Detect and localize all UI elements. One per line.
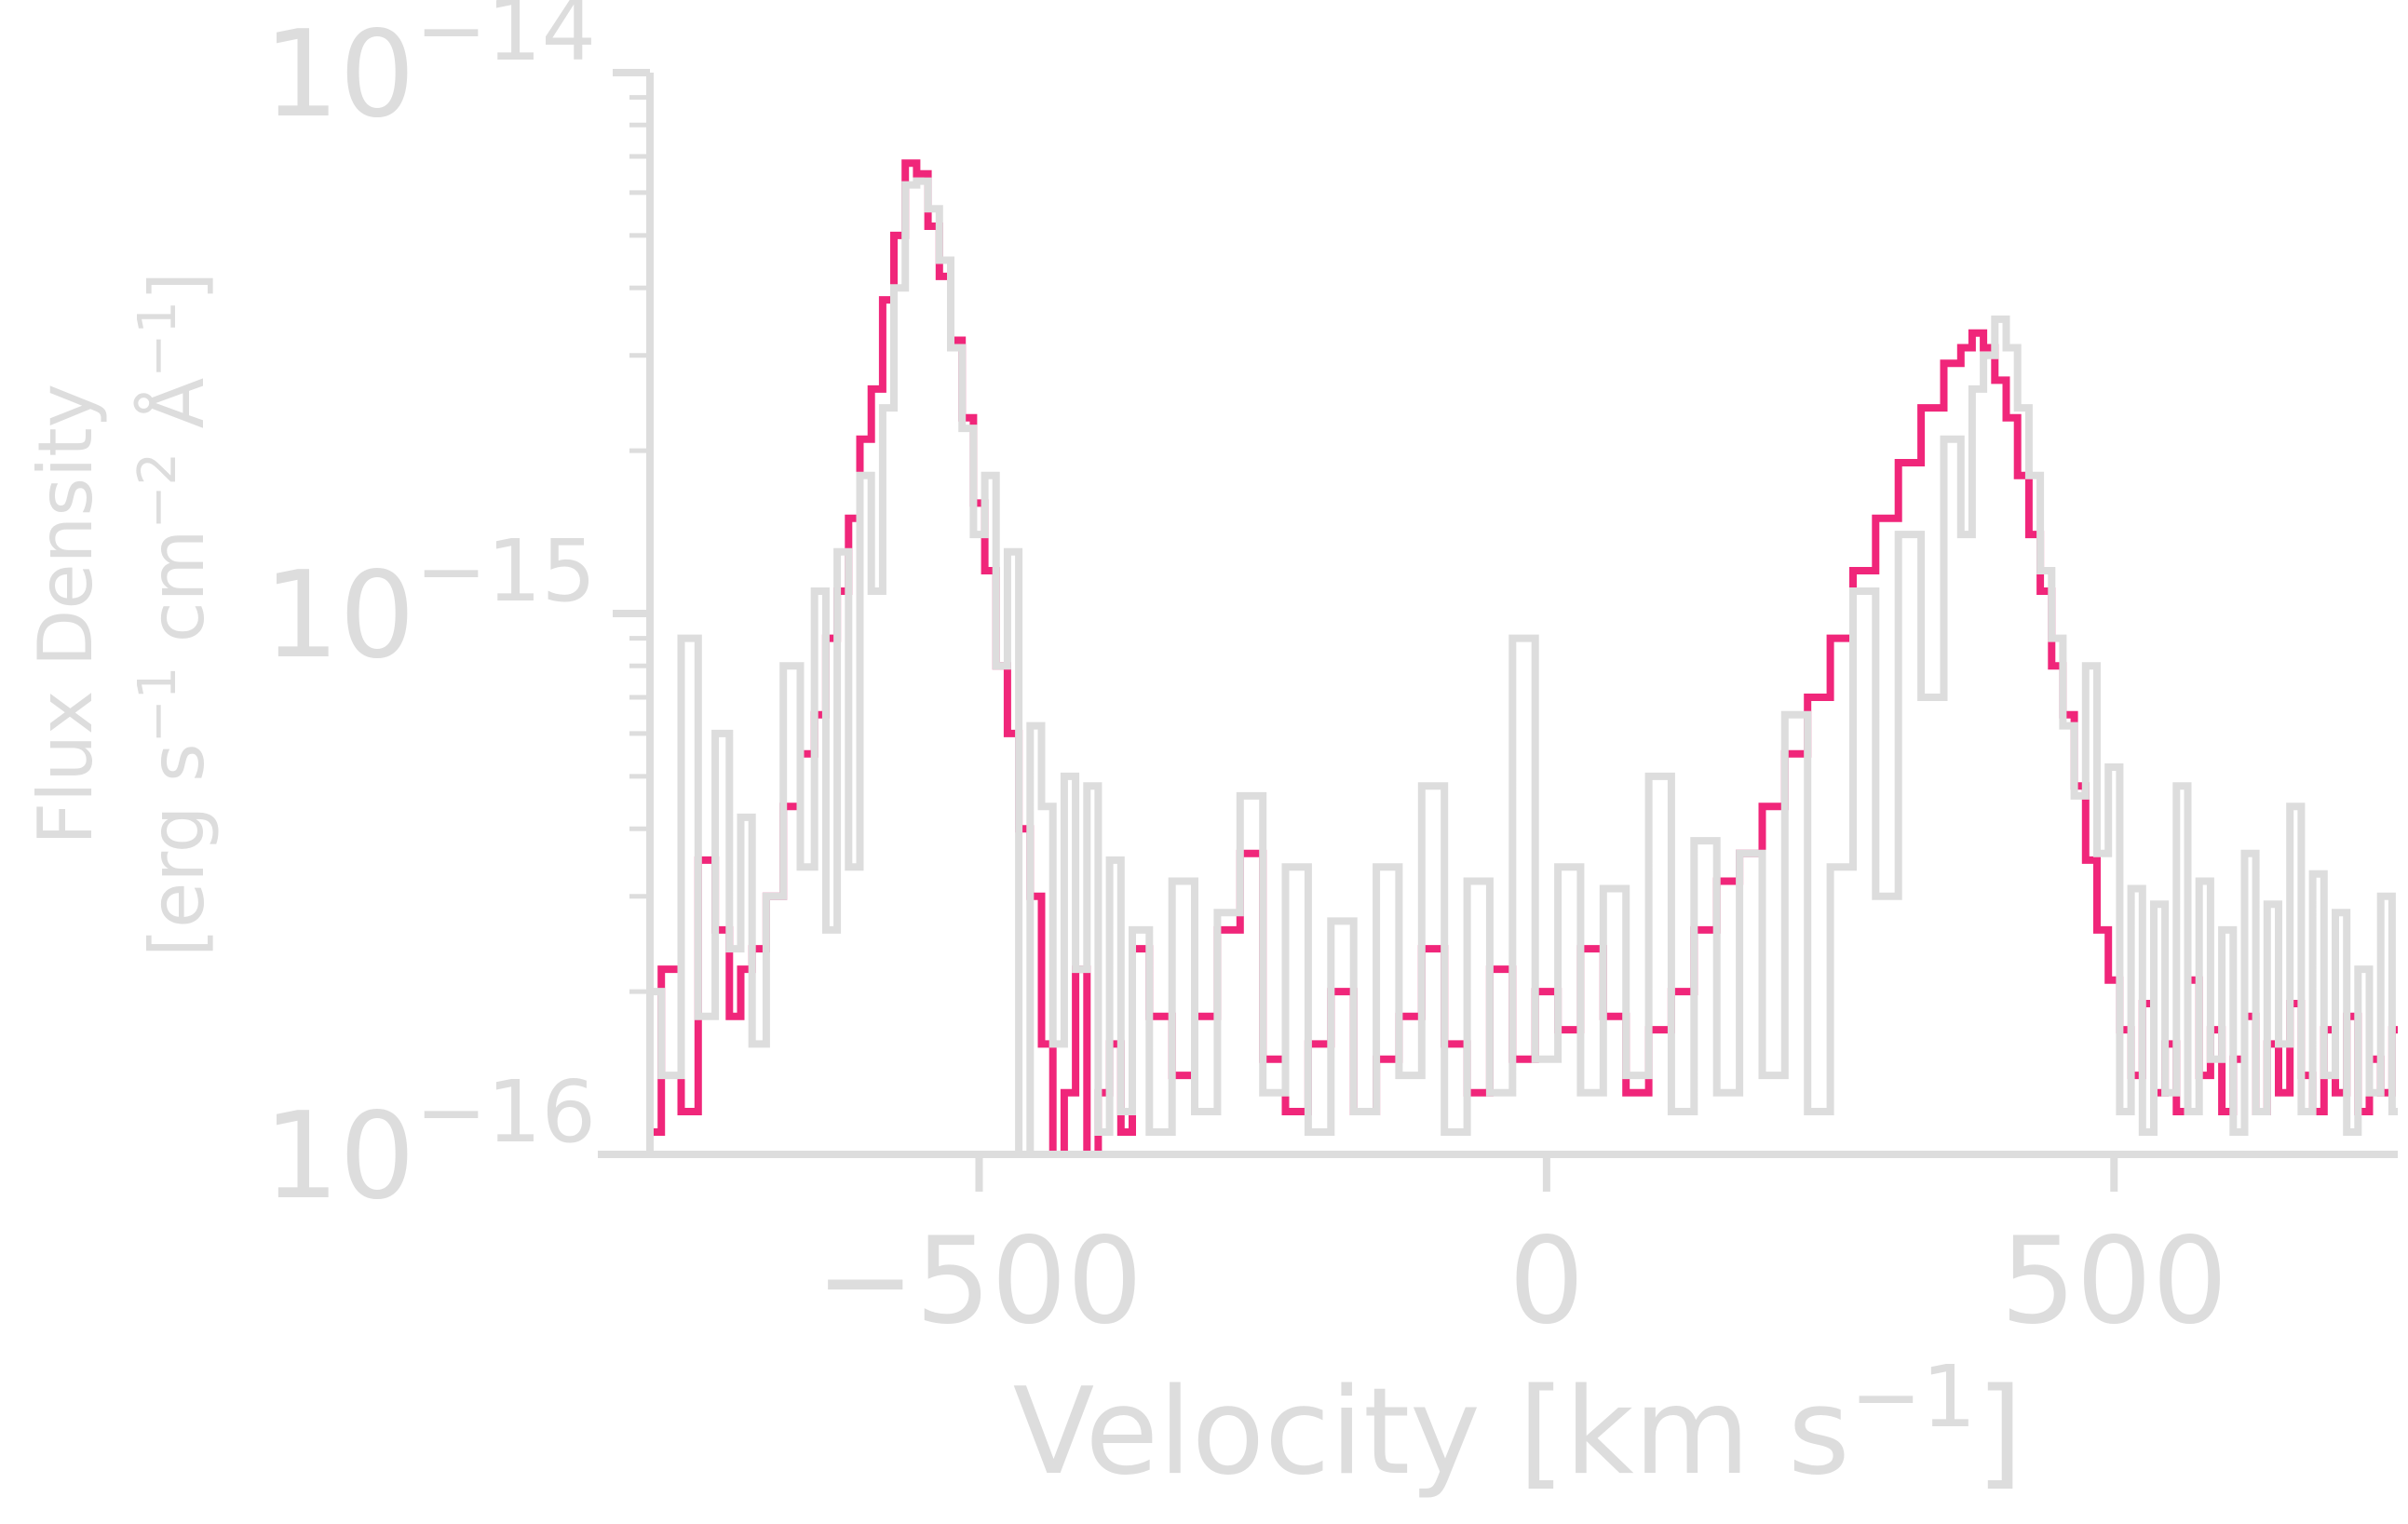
x-tick-label: −500	[816, 1212, 1143, 1351]
series-layer	[650, 159, 2398, 1158]
y-tick-label: 10−16	[264, 1062, 596, 1226]
y-tick-label: 10−15	[264, 521, 596, 685]
x-axis-label: Velocity [km s−1]	[1013, 1347, 2023, 1502]
y-axis-label-line1: Flux Density	[22, 384, 109, 845]
x-axis: −500 0 500	[598, 1151, 2398, 1351]
x-tick-label: 0	[1508, 1212, 1584, 1351]
y-ticks: 10−16 10−15 10−14	[264, 0, 650, 1226]
x-ticks: −500 0 500	[816, 1154, 2227, 1351]
series-line-1	[650, 159, 2398, 1158]
y-tick-label: 10−14	[264, 0, 596, 144]
y-axis-label-line2: [erg s−1 cm−2 Å−1]	[128, 272, 221, 957]
series-line-2	[650, 177, 2398, 1158]
x-tick-label: 500	[2000, 1212, 2227, 1351]
y-axis: 10−16 10−15 10−14	[264, 0, 654, 1226]
